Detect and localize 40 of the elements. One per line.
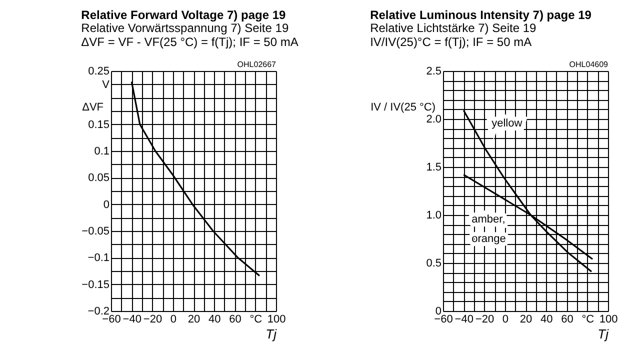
y-tick-label: 0.15 [88,118,110,131]
y-tick-label: −0.15 [82,278,110,291]
x-tick-label: 0 [170,314,176,326]
y-tick-label: 2.0 [426,114,442,126]
y-tick-label: −0.05 [82,226,110,238]
chart-title: Relative Forward Voltage 7) page 19 [81,8,286,22]
x-tick-label: −40 [454,314,474,326]
x-tick-label: °C [582,314,594,326]
x-axis-title: Tj [266,326,278,342]
x-tick-label: −20 [475,314,494,326]
chart-title: Relative Luminous Intensity 7) page 19 [370,8,592,22]
x-tick-label: 20 [188,314,200,326]
x-tick-label: 20 [520,314,532,326]
y-tick-label: 1.0 [426,210,442,222]
y-tick-label: 2.5 [426,66,442,78]
x-tick-label: 60 [561,314,574,326]
text: OHL04609 [569,60,609,69]
x-tick-label: −20 [143,314,162,326]
y-tick-label: 0.5 [426,258,442,270]
y-tick-label: 0 [103,198,110,211]
x-tick-label: 100 [267,314,286,326]
x-tick-label: −40 [122,314,142,326]
text: OHL02667 [237,60,277,69]
y-axis-title: IV / IV(25 °C) [370,102,436,114]
x-tick-label: 40 [208,314,221,326]
y-tick-label: 0.1 [94,146,110,158]
x-axis-title: Tj [598,326,610,342]
chart-subtitle: Relative Vorwärtsspannung 7) Seite 19 ΔVF = VF - VF(25 °C) = f(Tj); IF = 50 mA [81,21,298,49]
y-tick-label: −0.1 [88,252,110,264]
y-tick-label: V [102,78,110,91]
x-tick-label: 40 [540,314,553,326]
y-tick-label: 1.5 [426,162,442,174]
y-axis-title: ΔVF [82,102,104,114]
x-tick-label: 60 [229,314,242,326]
y-tick-label: 0.25 [88,66,110,78]
x-tick-label: 0 [502,314,508,326]
y-tick-label: 0.05 [88,172,110,184]
x-tick-label: 100 [599,314,618,326]
chart-subtitle: Relative Lichtstärke 7) Seite 19 IV/IV(25)°C = f(Tj); IF = 50 mA [370,21,536,49]
x-tick-label: °C [250,314,262,326]
